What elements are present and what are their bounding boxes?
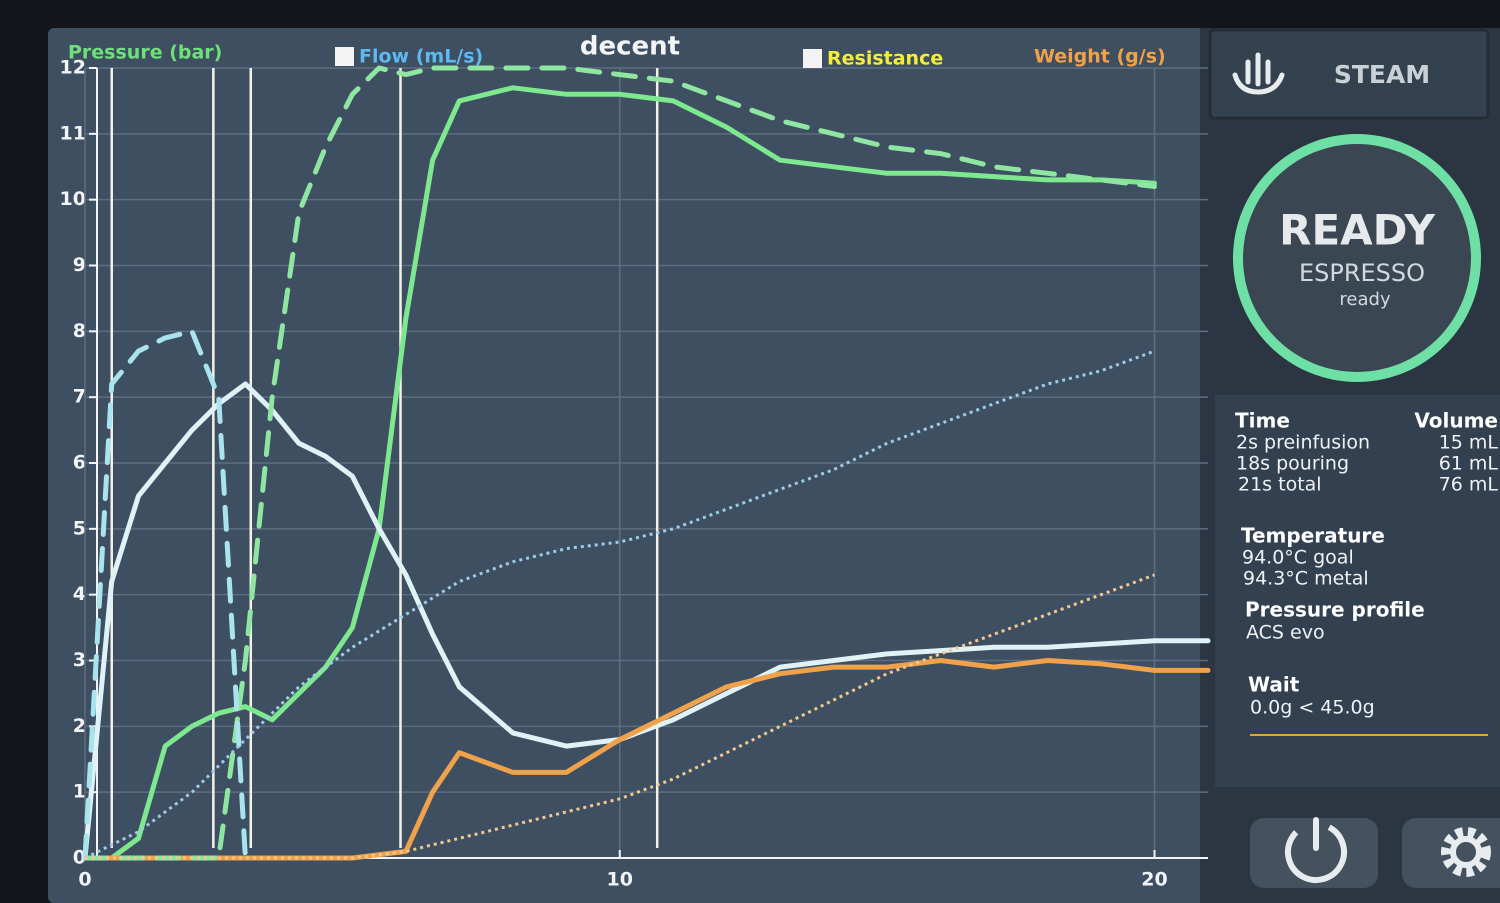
y-tick-label: 9 [73, 254, 86, 276]
x-tick-label: 0 [78, 869, 91, 891]
info-heading: Temperature [1241, 524, 1385, 548]
x-tick-label: 20 [1141, 869, 1167, 891]
series-line [82, 381, 1211, 861]
legend-checkbox[interactable] [803, 49, 822, 68]
steam-label[interactable]: STEAM [1334, 60, 1430, 89]
info-line: 94.3°C metal [1243, 568, 1369, 590]
y-tick-label: 6 [73, 452, 86, 474]
status-state: ready [1339, 289, 1391, 310]
ready-button[interactable] [1243, 144, 1471, 372]
y-tick-label: 4 [73, 583, 86, 605]
legend-label[interactable]: Resistance [827, 48, 943, 70]
status-title: READY [1279, 206, 1435, 255]
info-line: 15 mL [1439, 432, 1499, 454]
info-heading: Volume [1414, 409, 1498, 433]
steam-button[interactable] [1208, 28, 1490, 120]
legend-checkbox[interactable] [335, 47, 354, 66]
y-tick-label: 12 [60, 57, 86, 79]
y-tick-label: 3 [73, 649, 86, 671]
goal-line [85, 573, 1156, 860]
y-tick-label: 10 [60, 188, 86, 210]
info-heading: Time [1235, 409, 1290, 433]
settings-icon [1441, 827, 1491, 877]
info-line: 94.0°C goal [1242, 547, 1354, 569]
steam-icon [1232, 52, 1285, 95]
info-line: 61 mL [1439, 453, 1499, 475]
y-tick-label: 2 [73, 715, 86, 737]
y-tick-label: 7 [73, 386, 86, 408]
legend-label[interactable]: Flow (mL/s) [359, 46, 483, 68]
y-tick-label: 5 [73, 517, 86, 539]
logo: decent [580, 32, 680, 62]
power-icon [1285, 821, 1347, 883]
info-heading: Pressure profile [1245, 598, 1425, 622]
info-panel [1215, 395, 1500, 787]
info-line: 21s total [1238, 474, 1322, 496]
status-mode: ESPRESSO [1299, 259, 1425, 287]
info-line: ACS evo [1246, 622, 1325, 644]
y-tick-label: 1 [73, 781, 86, 803]
y-tick-label: 0 [73, 847, 86, 869]
series-line [82, 85, 1157, 861]
x-tick-label: 10 [607, 869, 633, 891]
info-heading: Wait [1248, 673, 1300, 697]
info-line: 2s preinfusion [1236, 432, 1370, 454]
info-line: 76 mL [1439, 474, 1499, 496]
power-button[interactable] [1250, 818, 1378, 888]
legend-label: Pressure (bar) [68, 42, 222, 64]
info-line: 0.0g < 45.0g [1250, 697, 1375, 719]
y-tick-label: 8 [73, 320, 86, 342]
settings-icon [1450, 836, 1482, 868]
y-tick-label: 11 [60, 122, 86, 144]
info-line: 18s pouring [1236, 453, 1349, 475]
legend-label: Weight (g/s) [1034, 46, 1166, 68]
goal-line [82, 328, 248, 861]
chart-panel [48, 28, 1230, 903]
